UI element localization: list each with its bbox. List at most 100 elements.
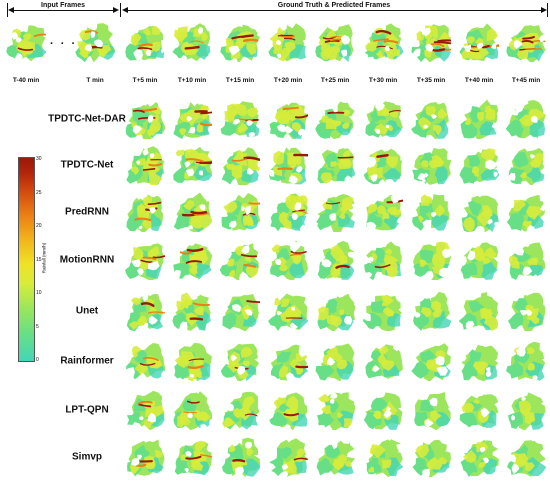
pred-frame-2-7 <box>365 194 403 231</box>
pred-frame-0-4 <box>220 101 260 138</box>
divider-tick <box>120 3 121 17</box>
pred-frame-0-9 <box>459 99 499 139</box>
pred-frame-7-7 <box>363 437 403 477</box>
time-label-2: T+5 min <box>132 77 158 84</box>
ground-truth-frame-5 <box>268 23 306 62</box>
pred-frame-3-6 <box>315 240 355 280</box>
time-label-9: T+40 min <box>464 77 494 84</box>
pred-frame-4-9 <box>459 291 499 331</box>
ground-truth-frame-6 <box>315 22 354 62</box>
time-label-7: T+30 min <box>368 77 398 84</box>
pred-frame-2-10 <box>506 192 546 232</box>
pred-frame-4-2 <box>126 293 165 331</box>
time-label-3: T+10 min <box>177 77 207 84</box>
ground-truth-title: Ground Truth & Predicted Frames <box>275 2 393 9</box>
model-label-3: MotionRNN <box>59 254 115 266</box>
pred-frame-5-9 <box>459 345 499 381</box>
model-label-7: Simvp <box>71 451 103 463</box>
pred-frame-1-10 <box>507 148 546 185</box>
pred-frame-5-2 <box>125 343 165 381</box>
ground-truth-frame-9 <box>459 23 499 62</box>
ground-truth-frame-3 <box>172 22 211 62</box>
pred-frame-4-4 <box>222 291 260 331</box>
pred-frame-3-10 <box>508 242 546 280</box>
pred-frame-0-6 <box>315 100 355 139</box>
input-arrow-line <box>10 10 116 11</box>
pred-frame-7-6 <box>316 437 355 476</box>
pred-frame-2-4 <box>221 193 260 231</box>
pred-frame-1-3 <box>173 146 212 183</box>
time-label-1: T min <box>86 77 104 84</box>
ground-truth-frame-1 <box>75 23 115 62</box>
time-label-6: T+25 min <box>320 77 350 84</box>
pred-frame-4-6 <box>317 291 355 331</box>
pred-frame-7-4 <box>221 437 260 477</box>
time-label-8: T+35 min <box>416 77 446 84</box>
input-arrow-left-head <box>8 7 14 13</box>
pred-frame-0-3 <box>173 99 212 139</box>
pred-frame-3-5 <box>270 240 308 280</box>
model-label-1: TPDTC-Net <box>60 159 114 171</box>
pred-frame-6-4 <box>220 391 260 430</box>
colorbar-tick-6: 0 <box>36 357 39 363</box>
ground-truth-frame-0 <box>6 25 46 62</box>
pred-frame-5-10 <box>506 341 546 381</box>
pred-frame-7-8 <box>412 439 451 477</box>
ground-truth-arrow-line <box>124 10 544 11</box>
pred-frame-0-10 <box>506 100 546 139</box>
model-label-2: PredRNN <box>65 206 109 218</box>
pred-frame-4-5 <box>268 293 308 331</box>
colorbar-tick-1: 25 <box>36 189 42 196</box>
ground-truth-frame-7 <box>363 23 403 62</box>
colorbar-tick-3: 15 <box>36 256 42 263</box>
pred-frame-6-7 <box>363 390 403 430</box>
pred-frame-6-2 <box>126 390 165 430</box>
pred-frame-3-4 <box>220 243 259 280</box>
ground-truth-frame-8 <box>411 24 451 62</box>
pred-frame-5-5 <box>270 344 308 381</box>
pred-frame-1-2 <box>126 146 165 185</box>
pred-frame-0-8 <box>411 99 451 139</box>
pred-frame-3-2 <box>125 243 165 280</box>
pred-frame-2-8 <box>411 194 450 231</box>
input-frames-title: Input Frames <box>39 2 87 9</box>
pred-frame-6-6 <box>316 391 355 430</box>
pred-frame-5-8 <box>411 343 451 381</box>
pred-frame-6-5 <box>269 390 308 430</box>
pred-frame-7-9 <box>460 439 499 477</box>
pred-frame-3-3 <box>172 240 212 280</box>
ground-truth-frame-10 <box>506 22 546 62</box>
colorbar-label: Rainfall (mm/h) <box>41 242 47 274</box>
colorbar-tick-2: 20 <box>36 223 42 229</box>
time-label-0: T-40 min <box>12 77 40 84</box>
pred-frame-1-5 <box>268 147 308 185</box>
pred-frame-0-2 <box>125 99 165 139</box>
pred-frame-4-7 <box>363 294 403 331</box>
pred-frame-7-10 <box>507 440 546 477</box>
colorbar <box>18 157 35 362</box>
time-label-4: T+15 min <box>225 77 255 84</box>
pred-frame-5-6 <box>315 341 355 381</box>
pred-frame-2-9 <box>461 195 499 232</box>
model-label-0: TPDTC-Net-DAR <box>48 113 126 125</box>
pred-frame-3-9 <box>459 242 499 280</box>
pred-frame-2-2 <box>126 194 164 232</box>
pred-frame-1-6 <box>315 145 355 185</box>
ground-truth-arrow-left-head <box>122 7 128 13</box>
pred-frame-1-9 <box>459 148 499 185</box>
pred-frame-5-7 <box>365 341 403 379</box>
pred-frame-5-4 <box>220 343 260 381</box>
ground-truth-frame-4 <box>220 22 260 62</box>
pred-frame-6-3 <box>173 391 212 430</box>
ground-truth-frame-2 <box>125 25 165 61</box>
time-label-10: T+45 min <box>511 77 541 84</box>
pred-frame-3-8 <box>413 241 451 280</box>
colorbar-tick-5: 5 <box>36 323 39 330</box>
model-label-6: LPT-QPN <box>65 404 109 416</box>
ground-truth-arrow-right-head <box>541 7 547 13</box>
colorbar-tick-4: 10 <box>36 290 42 296</box>
model-label-5: Rainformer <box>60 355 114 367</box>
pred-frame-3-7 <box>364 241 402 280</box>
pred-frame-4-3 <box>172 291 211 331</box>
